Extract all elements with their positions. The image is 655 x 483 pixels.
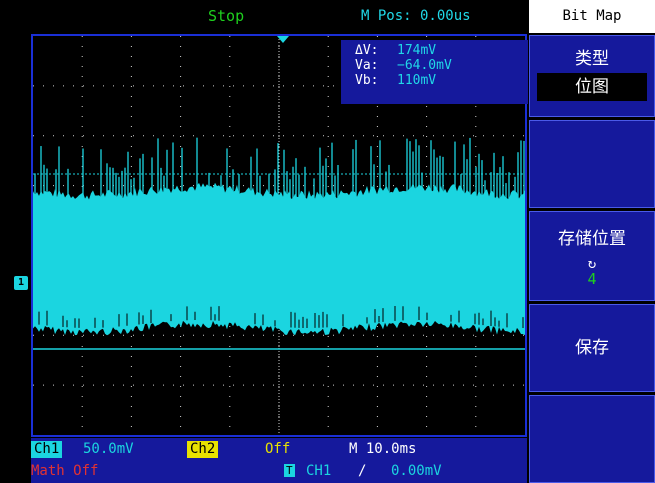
math-status: Math Off [31,463,99,479]
trigger-source: CH1 [306,463,332,479]
cycle-icon: ↻ [587,256,597,272]
vb-value: 110mV [397,73,437,88]
menu-title: Bit Map [529,0,655,33]
vb-label: Vb: [355,73,379,88]
channel-1-level-marker: 1 [14,276,28,290]
trigger-slope-icon: / [358,463,367,479]
type-label: 类型 [575,49,609,69]
delta-v-value: 174mV [397,43,437,58]
storage-location-label: 存储位置 [558,229,626,249]
bottom-status-bar [31,438,527,483]
horizontal-position-readout: M Pos: 0.00us [361,8,471,24]
waveform-display [33,36,525,435]
va-value: −64.0mV [397,58,452,73]
ch2-state: Off [265,441,291,457]
blank-menu-button-bottom[interactable] [529,395,655,483]
ch2-tag[interactable]: Ch2 [187,441,219,458]
storage-location-button[interactable]: 存储位置 ↻ 4 [529,211,655,301]
blank-menu-button[interactable] [529,120,655,208]
trigger-position-marker [277,36,289,43]
ch1-waveform-band [33,182,525,336]
save-label: 保存 [575,338,609,358]
ch1-tag[interactable]: Ch1 [31,441,63,458]
trigger-level: 0.00mV [391,463,442,479]
timebase-readout: M 10.0ms [349,441,417,457]
storage-location-value: 4 [587,270,597,288]
run-status: Stop [208,7,245,25]
delta-v-row: ΔV: 174mV [355,43,436,58]
save-button[interactable]: 保存 [529,304,655,392]
va-row: Va: −64.0mV [355,58,452,73]
delta-v-label: ΔV: [355,43,379,58]
type-value: 位图 [537,73,647,101]
type-menu-button[interactable]: 类型 位图 [529,35,655,117]
vb-row: Vb: 110mV [355,73,436,88]
ch1-volts-per-div: 50.0mV [83,441,134,457]
cursor-measurement-box: ΔV: 174mV Va: −64.0mV Vb: 110mV [341,40,528,104]
va-label: Va: [355,58,379,73]
trigger-badge: T [284,464,295,477]
